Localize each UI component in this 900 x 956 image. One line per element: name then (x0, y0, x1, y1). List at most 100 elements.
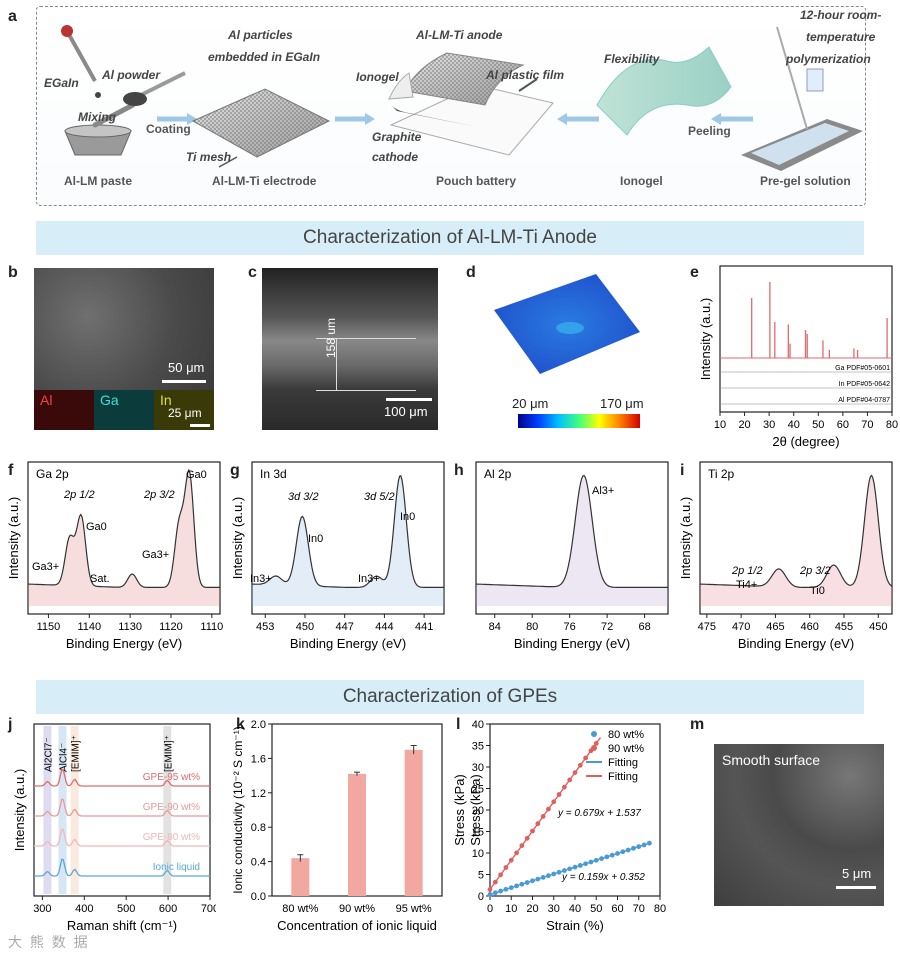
stress-legend-marker-0 (591, 731, 597, 737)
stress-fit-1 (489, 737, 602, 890)
xps-g-ann-4: In3+ (358, 573, 380, 585)
label-polym-1: 12-hour room- (800, 8, 882, 22)
eds-ga-label: Ga (100, 392, 119, 408)
stress-ytick-label-3: 15 (472, 827, 484, 839)
raman-series-label-1: GPE-90 wt% (143, 802, 200, 813)
panel-m-letter: m (690, 716, 705, 733)
xrd-xlabel: 2θ (degree) (772, 434, 839, 449)
xps-g-ann-2: In3+ (250, 573, 272, 585)
panel-i-letter: i (680, 462, 685, 479)
scale-bar-b (162, 380, 206, 383)
panel-c-letter: c (248, 264, 257, 281)
stress-legend-marker-1 (591, 745, 597, 751)
xps-g-ann-5: In0 (400, 511, 415, 523)
chart-g: 453 450 447 444 441 Binding Energy (eV) Intens… (230, 461, 445, 651)
xrd-xtick-label-0: 10 (714, 419, 726, 431)
raman-ylabel: Intensity (a.u.) (12, 769, 27, 851)
panel-g-letter: g (230, 462, 240, 479)
raman-xtick-label-1: 400 (75, 903, 93, 915)
raman-series-3 (34, 858, 210, 877)
xps-h-title: Al 2p (484, 467, 512, 481)
stress-eq-90: y = 0.679x + 1.537 (557, 808, 641, 819)
bar-1 (348, 773, 366, 896)
step-al-lm-paste: Al-LM paste (64, 174, 133, 188)
xrd-ref-label-0: Ga PDF#05-0601 (835, 365, 890, 372)
label-cathode: cathode (372, 150, 419, 164)
xps-f-xtick-label-4: 1110 (200, 621, 223, 633)
step-ionogel: Ionogel (620, 174, 663, 188)
xps-f-xtick-label-2: 1130 (118, 621, 142, 633)
sem-cross-section: 158 um 100 μm (262, 268, 438, 430)
stress-xtick-label-7: 70 (633, 903, 645, 915)
xps-f-curve (28, 468, 220, 588)
xps-f-xtick-label-0: 1150 (37, 621, 61, 633)
stress-ytick-label-2: 10 (472, 848, 484, 860)
stress-point-0-75 (646, 840, 652, 846)
raman-band-label-3: [EMIM]⁺ (163, 735, 174, 772)
xps-g-ann-1: In0 (308, 533, 323, 545)
raman-band-0 (43, 726, 52, 894)
stress-ytick-label-1: 5 (478, 870, 484, 882)
xrd-xtick-label-4: 50 (812, 419, 824, 431)
xps-h-fill (476, 475, 668, 606)
stress-ytick-label-0: 0 (478, 891, 484, 903)
xrd-ref-label-2: Al PDF#04-0787 (838, 397, 890, 404)
chart-h: 84 80 76 72 68 Binding Energy (eV) Al 2p Al3+ (475, 461, 669, 651)
xps-g-fill (252, 475, 444, 606)
stress-xtick-label-2: 20 (526, 903, 538, 915)
xps-f-frame (27, 461, 221, 615)
raman-band-1 (58, 726, 67, 894)
bar-ytick-label-5: 2.0 (251, 719, 266, 731)
chart-j: 300 400 500 600 700 Raman shift (cm⁻¹) Intensi… (12, 723, 216, 933)
label-egain: EGaIn (44, 76, 79, 90)
xps-i-xtick-label-3: 460 (801, 621, 819, 633)
schematic-drawing (61, 25, 863, 171)
xps-i-curve (700, 474, 893, 588)
scale-bar-m (836, 886, 876, 889)
schematic-frame (36, 6, 866, 206)
chart-e: 10 20 30 40 50 60 70 80 2θ (degree) Intensity (a.… (698, 265, 898, 449)
xps-f-xlabel: Binding Energy (eV) (66, 636, 182, 651)
stress-xlabel: Strain (%) (546, 918, 604, 933)
label-peeling: Peeling (688, 124, 731, 138)
raman-series-label-3: Ionic liquid (153, 862, 200, 873)
chart-k: 0.0 0.4 0.8 1.2 1.6 2.0 80 wt% 90 wt% 95 wt% Conc… (231, 719, 443, 933)
raman-band-label-0: Al2Cl7⁻ (43, 737, 54, 772)
stress-xtick-label-8: 80 (654, 903, 666, 915)
xps-h-xtick-label-0: 84 (489, 621, 501, 633)
stress-eq-80: y = 0.159x + 0.352 (561, 872, 645, 883)
xps-f-xtick-label-1: 1140 (77, 621, 101, 633)
step-pregel: Pre-gel solution (760, 174, 851, 188)
xrd-xtick-label-1: 20 (738, 419, 750, 431)
xrd-xtick-label-5: 60 (837, 419, 849, 431)
stress-legend-label-1: 90 wt% (608, 743, 644, 755)
xps-h-xtick-label-2: 76 (564, 621, 576, 633)
stress-xtick-label-0: 0 (487, 903, 493, 915)
label-polym-2: temperature (806, 30, 876, 44)
xps-h-xtick-label-1: 80 (526, 621, 538, 633)
xps-f-ann-2: Ga3+ (32, 561, 59, 573)
raman-xtick-label-2: 500 (117, 903, 135, 915)
scale-label-c: 100 μm (384, 404, 428, 419)
label-anode: Al-LM-Ti anode (416, 28, 503, 42)
raman-frame (33, 723, 211, 897)
panel-l-letter: l (456, 716, 461, 733)
xps-g-ylabel: Intensity (a.u.) (230, 497, 245, 579)
xps-f-ann-6: Ga0 (186, 469, 207, 481)
eds-al-map: Al (34, 390, 94, 430)
chart-f: 1150 1140 1130 1120 1110 Binding Energy (eV) I… (6, 461, 223, 651)
xps-h-curve (476, 474, 668, 588)
raman-xlabel: Raman shift (cm⁻¹) (67, 918, 177, 933)
panel-k-letter: k (236, 716, 245, 733)
xps-i-ann-1: Ti4+ (736, 579, 757, 591)
label-ti-mesh: Ti mesh (186, 150, 232, 164)
xrd-xtick-label-7: 80 (886, 419, 898, 431)
bar-ytick-label-0: 0.0 (251, 891, 266, 903)
raman-series-0 (34, 768, 210, 787)
step-pouch-battery: Pouch battery (436, 174, 517, 188)
bar-category-2: 95 wt% (396, 903, 432, 915)
raman-xtick-label-3: 600 (159, 903, 177, 915)
xps-h-frame (475, 461, 669, 615)
bar-ytick-label-3: 1.2 (251, 788, 266, 800)
xps-i-fill (700, 475, 892, 606)
